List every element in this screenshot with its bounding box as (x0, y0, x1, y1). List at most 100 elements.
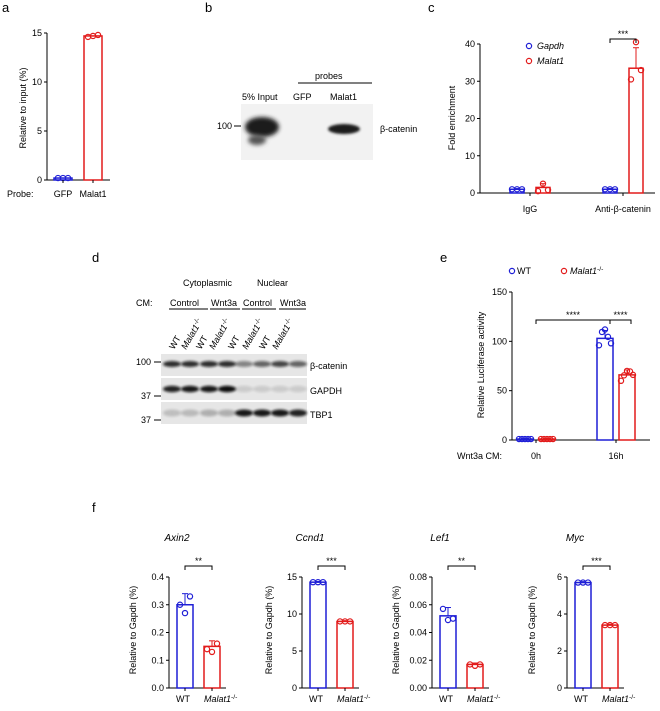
panel-c-letter: c (428, 0, 435, 15)
a-point (84, 33, 92, 41)
band-tbp1 (200, 409, 218, 417)
blot-band-input (245, 117, 279, 137)
a-x-label-malat1: Malat1 (79, 189, 106, 199)
probes-label: probes (315, 71, 343, 81)
a-point (64, 174, 72, 182)
c-point (611, 186, 619, 193)
f-point (476, 661, 484, 668)
f-lef1-y-tick-label: 0.08 (409, 572, 427, 582)
f-title-ccnd1: Ccnd1 (296, 533, 325, 544)
f-ylabel: Relative to Gapdh (%) (391, 586, 401, 675)
protein-catenin: β-catenin (310, 361, 347, 371)
band-catenin (200, 361, 218, 367)
f-title-axin2: Axin2 (163, 533, 189, 544)
band-catenin (289, 361, 307, 367)
e-legend-ko-marker (560, 267, 568, 275)
f-significance-bracket (317, 565, 346, 570)
cytoplasmic-label: Cytoplasmic (183, 278, 233, 288)
f-axin2-y-tick-label: 0.0 (151, 683, 164, 693)
c-x-label: Anti-β-catenin (595, 204, 651, 214)
c-significance-label: *** (618, 29, 629, 39)
c-point (534, 187, 542, 195)
f-bar (176, 604, 194, 689)
f-bar (309, 581, 327, 689)
lane-malat1-label: Malat1 (330, 92, 357, 102)
e-x-label: 0h (531, 451, 541, 461)
a-ylabel: Relative to input (%) (18, 67, 28, 148)
e-point (620, 372, 628, 379)
c-legend-gapdh: Gapdh (537, 41, 564, 51)
c-ylabel: Fold enrichment (447, 85, 457, 150)
f-axin2-y-tick-label: 0.1 (151, 655, 164, 665)
f-point (439, 605, 447, 613)
protein-tbp1: TBP1 (310, 410, 333, 420)
e-point (604, 333, 612, 341)
lane-gfp-label: GFP (293, 92, 312, 102)
protein-label: β-catenin (380, 124, 417, 134)
chart-c: 0 10 20 30 40 Fold enrichment IgG Anti-β-cateni… (447, 29, 655, 214)
band-gapdh (163, 385, 181, 393)
f-significance-bracket (447, 565, 476, 570)
band-catenin (271, 361, 289, 367)
c-legend-malat1-marker (525, 57, 533, 65)
e-point (623, 367, 631, 375)
e-point (629, 371, 637, 379)
chart-e: 0 50 100 150 Relative Luciferase activity 0h 1… (457, 266, 650, 461)
marker-100-d: 100 (136, 357, 151, 367)
e-point (601, 326, 609, 333)
e-x-label: 16h (608, 451, 623, 461)
c-point (539, 180, 547, 187)
f-point (611, 621, 619, 629)
f-ylabel: Relative to Gapdh (%) (128, 586, 138, 675)
e-point (617, 377, 625, 384)
panel-d-blot: Cytoplasmic Nuclear CM: Control Wnt3a Co… (136, 278, 347, 425)
c-y-tick-label: 0 (470, 188, 475, 198)
f-bar (336, 620, 354, 689)
e-point (540, 435, 548, 443)
nuclear-label: Nuclear (257, 278, 288, 288)
e-point (521, 435, 529, 443)
marker-100: 100 (217, 121, 232, 131)
f-x-label-wt: WT (439, 694, 453, 704)
cm-label: CM: (136, 298, 153, 308)
f-bar (203, 645, 221, 689)
f-ylabel: Relative to Gapdh (%) (264, 586, 274, 675)
f-axin2-y-tick-label: 0.3 (151, 600, 164, 610)
e-legend-wt-marker (508, 267, 516, 275)
panel-f-letter: f (92, 500, 96, 515)
e-legend-ko: Malat1-/- (570, 266, 603, 276)
chart-f-ccnd1: 0 5 10 15 Relative to Gapdh (%) Ccnd1 WT Malat1… (264, 533, 370, 704)
f-ccnd1-y-tick-label: 5 (292, 646, 297, 656)
blot-band-malat1 (328, 124, 360, 134)
f-significance-label: ** (458, 556, 466, 566)
a-y-tick-label: 5 (37, 126, 42, 136)
f-bar (439, 615, 457, 689)
f-x-label-ko: Malat1-/- (337, 694, 370, 704)
band-gapdh (181, 385, 199, 393)
a-bar-malat1 (83, 35, 103, 181)
lane-input-label: 5% Input (242, 92, 278, 102)
panel-a-letter: a (2, 0, 10, 15)
f-ccnd1-y-tick-label: 0 (292, 683, 297, 693)
f-lef1-y-tick-label: 0.06 (409, 600, 427, 610)
e-point (537, 435, 545, 443)
f-axin2-y-tick-label: 0.2 (151, 628, 164, 638)
f-x-label-ko: Malat1-/- (204, 694, 237, 704)
chart-f-axin2: 0.0 0.1 0.2 0.3 0.4 Relative to Gapdh (%) Axin… (128, 533, 237, 704)
lane-label-wt: WT (226, 333, 242, 351)
c-y-tick-label: 20 (465, 114, 475, 124)
c-legend-malat1: Malat1 (537, 56, 564, 66)
band-gapdh (289, 385, 307, 393)
e-point (595, 342, 603, 349)
band-catenin (163, 361, 181, 367)
a-y-tick-label: 15 (32, 28, 42, 38)
wnt3a-label-1: Wnt3a (211, 298, 237, 308)
f-title-lef1: Lef1 (430, 533, 449, 544)
e-point (518, 435, 526, 443)
f-significance-label: *** (591, 556, 602, 566)
f-x-label-ko: Malat1-/- (467, 694, 500, 704)
c-y-tick-label: 40 (465, 39, 475, 49)
band-tbp1 (253, 409, 271, 417)
f-ylabel: Relative to Gapdh (%) (527, 586, 537, 675)
